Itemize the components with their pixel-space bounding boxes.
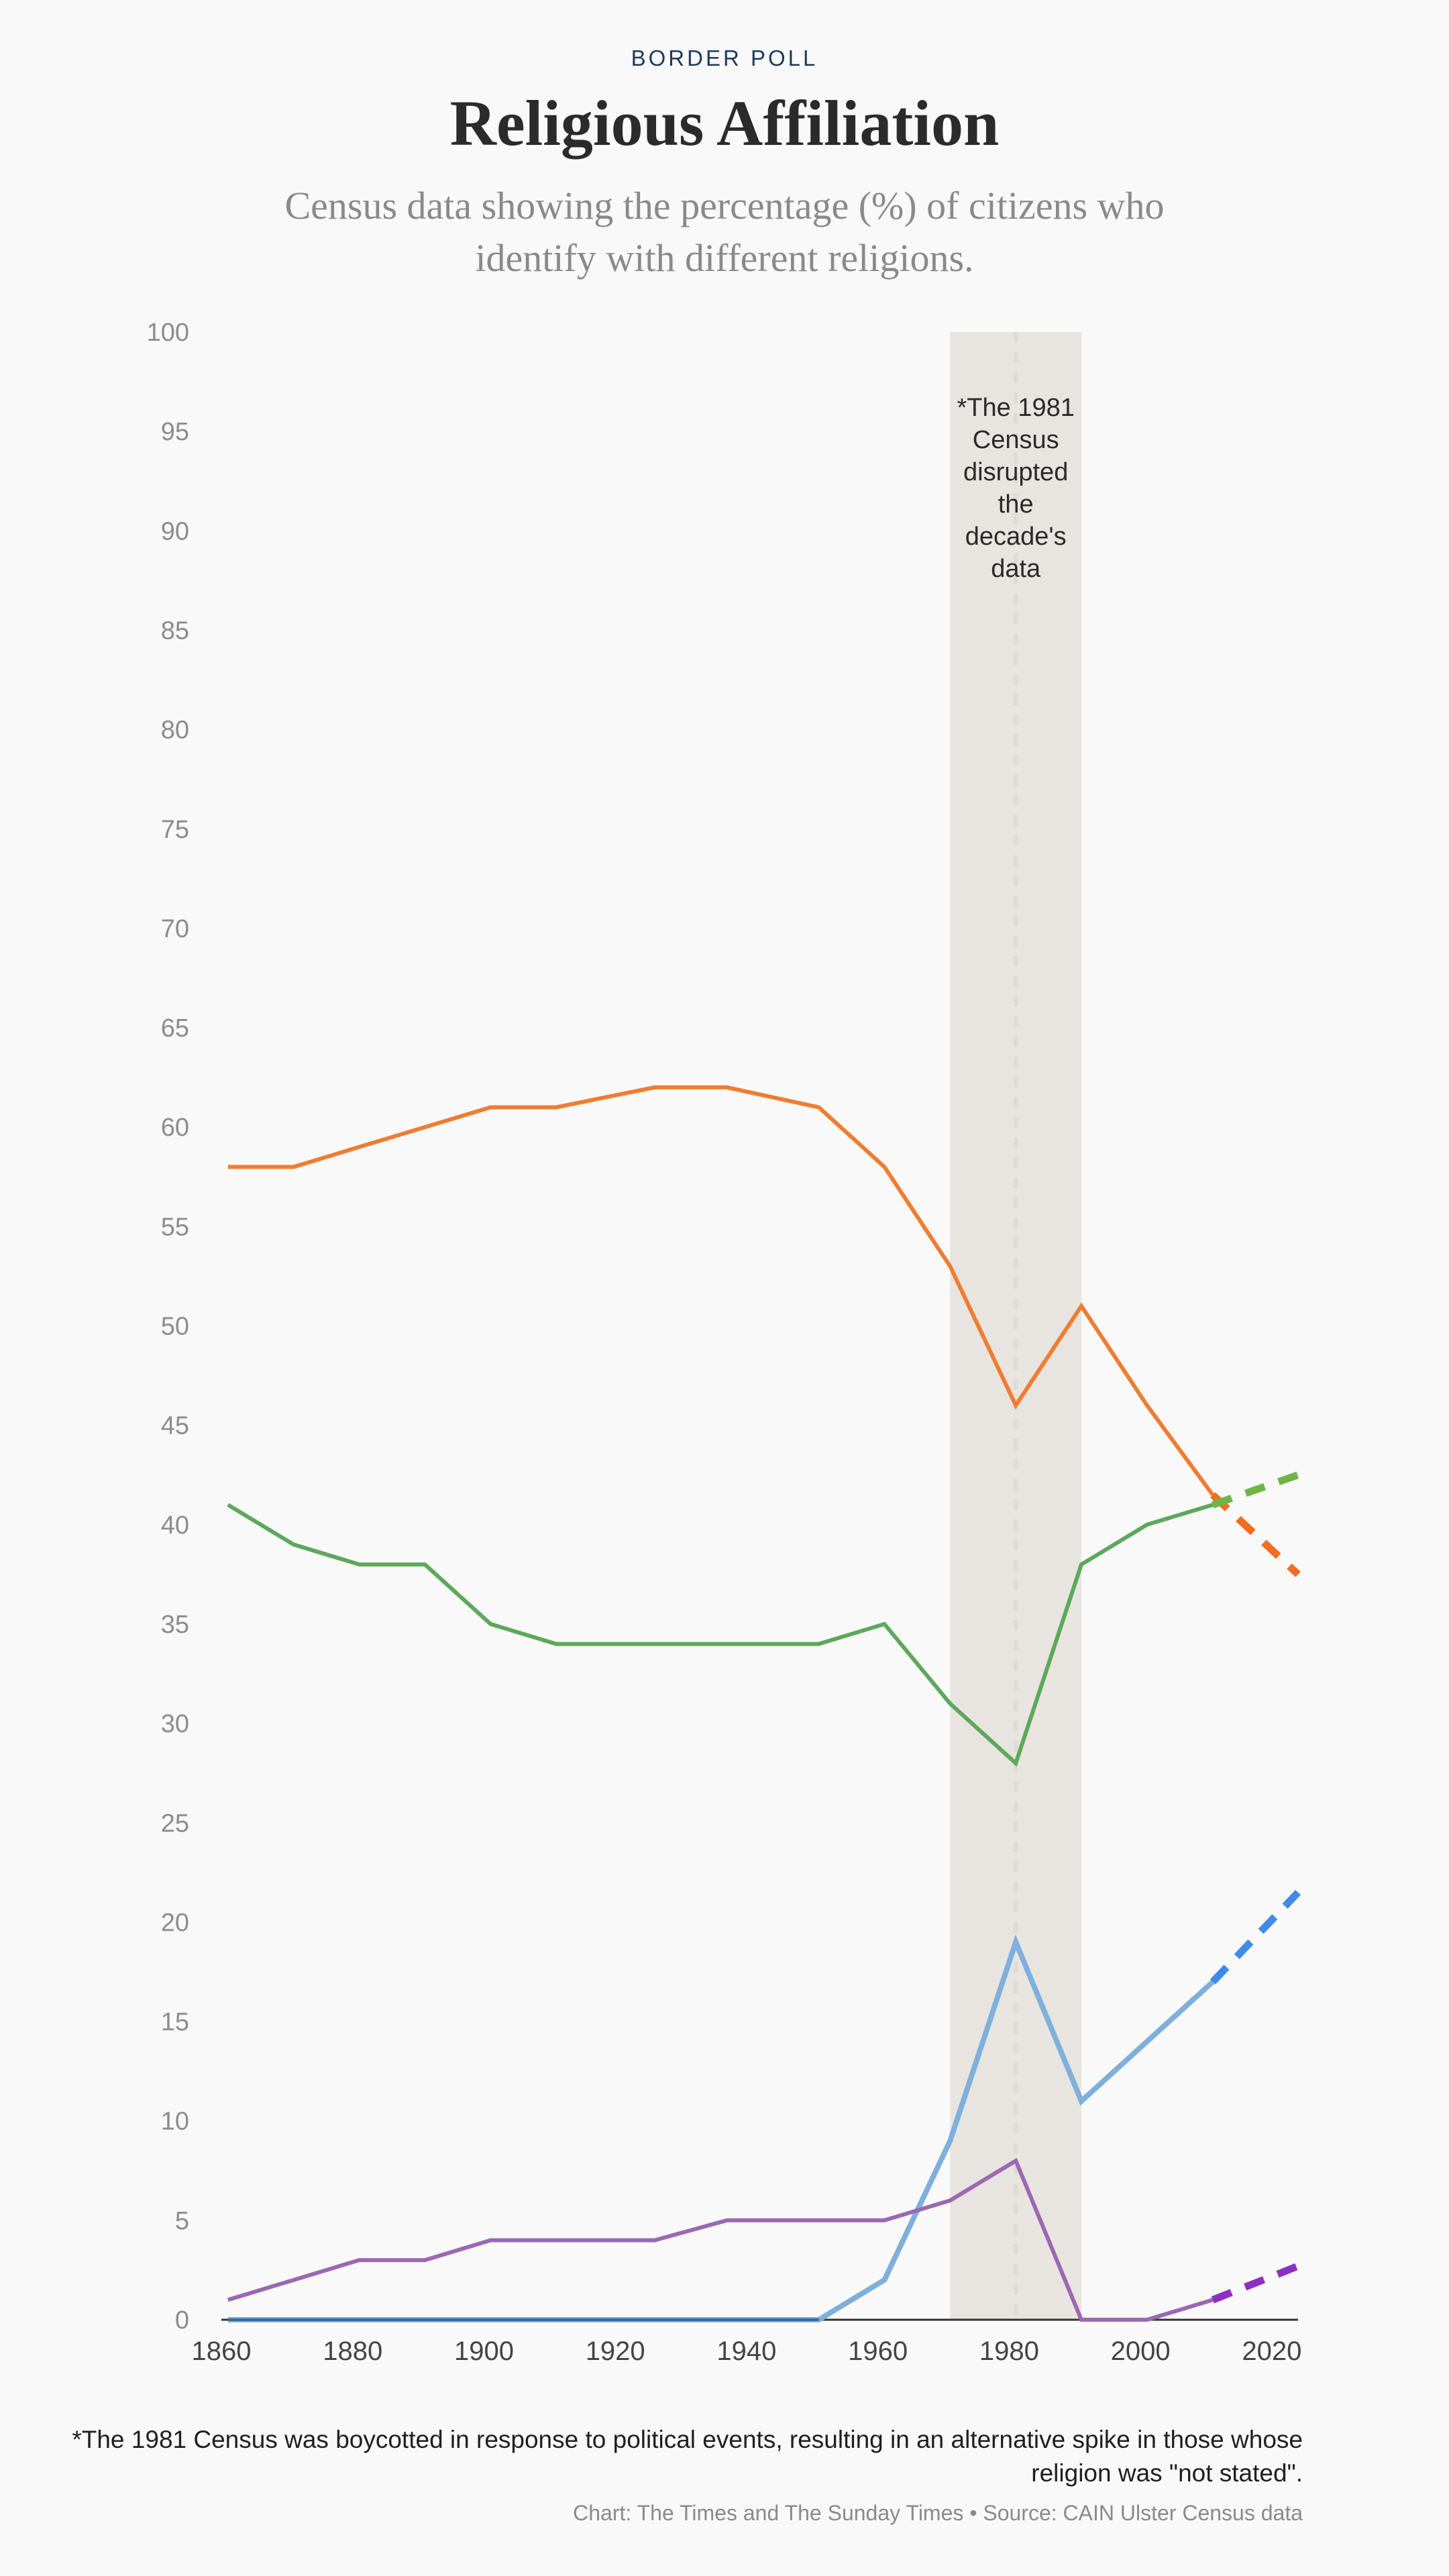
y-tick-label: 50 [161,1313,189,1341]
y-tick-label: 15 [161,2008,189,2037]
y-tick-label: 60 [161,1114,189,1142]
source-credit: Chart: The Times and The Sunday Times • … [573,2501,1303,2525]
y-tick-label: 5 [175,2207,189,2235]
annotation-text-line: data [991,555,1041,583]
annotation-text-line: *The 1981 [957,394,1074,422]
y-tick-label: 85 [161,616,189,645]
line-chart: *The 1981 Census disrupted the decade's data 0… [147,319,1302,2366]
annotation-text-line: decade's [965,523,1067,551]
x-tick-label: 1860 [192,2337,252,2366]
x-tick-label: 1900 [454,2337,514,2366]
y-tick-label: 30 [161,1710,189,1738]
y-tick-label: 75 [161,816,189,844]
y-tick-label: 100 [147,319,189,347]
series-line-2 [227,1503,1214,1767]
x-tick-label: 1880 [323,2337,382,2366]
y-tick-label: 95 [161,418,189,446]
y-tick-label: 90 [161,517,189,545]
y-tick-label: 35 [161,1611,189,1639]
x-tick-label: 1980 [979,2337,1039,2366]
x-tick-label: 2000 [1111,2337,1171,2366]
chart-subtitle: Census data showing the percentage (%) o… [284,184,1165,280]
footnote: *The 1981 Census was boycotted in respon… [72,2426,1303,2487]
series-projection-2 [1211,1471,1299,1509]
series-line-4 [227,2157,1214,2322]
x-tick-label: 1940 [716,2337,776,2366]
series-projection-1 [1210,1492,1301,1577]
y-tick-label: 25 [161,1809,189,1837]
series-projection-3 [1210,1890,1301,1985]
series-line-1 [227,1085,1215,1497]
y-tick-label: 40 [161,1511,189,1540]
y-tick-label: 0 [175,2306,189,2334]
chart-title: Religious Affiliation [449,87,1000,159]
kicker-label: BORDER POLL [631,46,818,70]
x-tick-label: 2020 [1242,2337,1301,2366]
annotation-text-line: disrupted [963,458,1068,486]
y-tick-label: 65 [161,1014,189,1042]
y-tick-label: 20 [161,1909,189,1937]
y-tick-label: 55 [161,1213,189,1241]
annotation-text-line: the [998,490,1034,519]
x-tick-label: 1960 [848,2337,908,2366]
y-tick-label: 10 [161,2108,189,2136]
x-tick-label: 1920 [586,2337,645,2366]
y-tick-label: 80 [161,716,189,745]
series-projection-4 [1211,2262,1300,2304]
y-tick-label: 70 [161,915,189,943]
y-tick-label: 45 [161,1412,189,1440]
annotation-text-line: Census [973,426,1059,454]
